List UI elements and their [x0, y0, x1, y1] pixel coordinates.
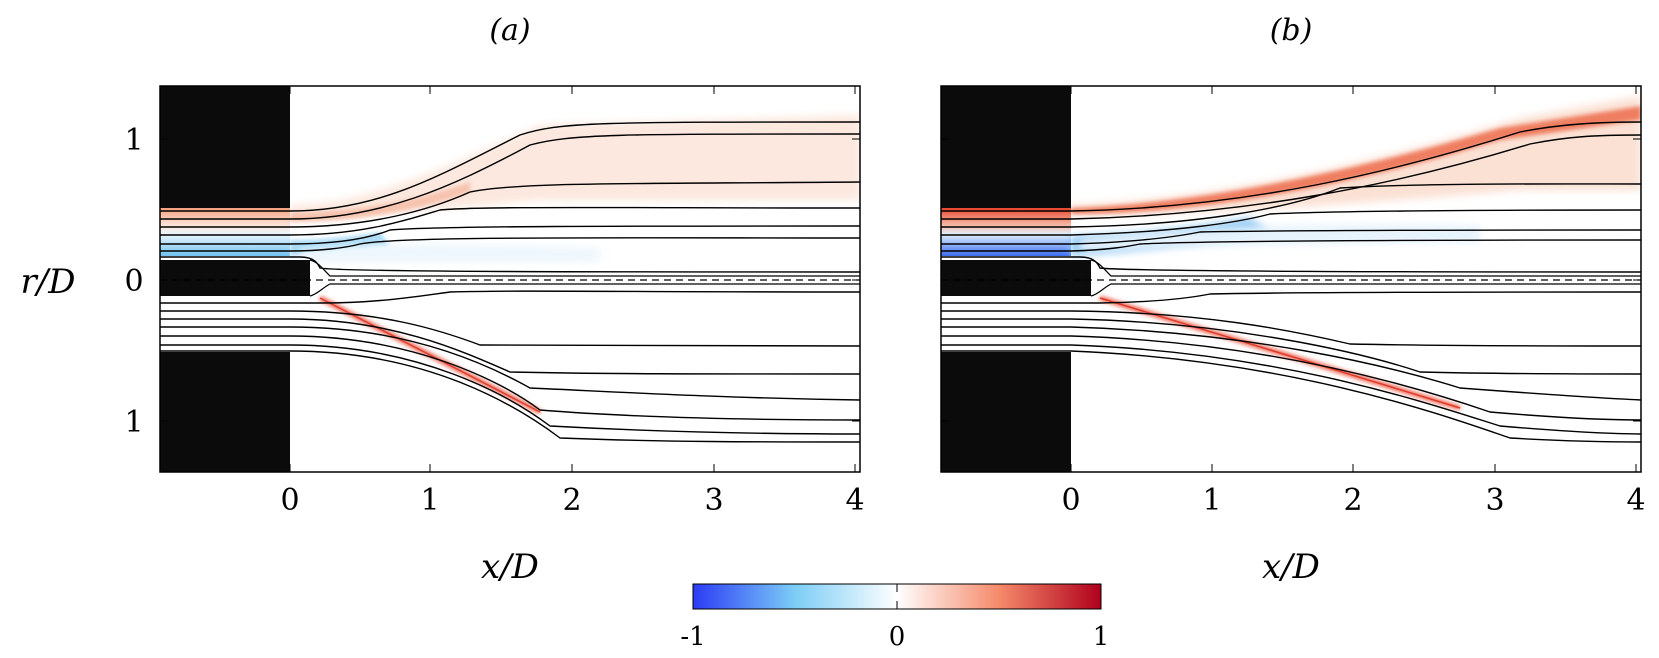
panel-b-frame	[940, 85, 1642, 473]
y-tick-label: 0	[124, 264, 143, 299]
streamlines-b-lower	[941, 291, 1641, 443]
colorbar: -1 0 1	[680, 583, 1109, 652]
colorbar-ticklabels: -1 0 1	[680, 622, 1109, 652]
x-tick-label: 3	[704, 483, 723, 518]
panel-b-xlabel: x/D	[1262, 547, 1320, 587]
panel-a-frame	[159, 85, 861, 473]
colorbar-tick-label: -1	[680, 622, 705, 652]
outer-shear-layer-a	[290, 115, 860, 215]
panel-b-label: (b)	[1270, 13, 1313, 48]
outer-shear-layer-b	[1071, 96, 1641, 215]
streamlines-a-upper	[160, 121, 860, 273]
y-tick-label: 1	[124, 123, 143, 158]
inlet-profile-b	[941, 208, 1071, 256]
panel-a-xlabel: x/D	[481, 547, 539, 587]
x-tick-label: 3	[1485, 483, 1504, 518]
nozzle-wall-upper-b	[941, 86, 1071, 208]
x-tick-label: 2	[1343, 483, 1362, 518]
x-tick-label: 1	[420, 483, 439, 518]
panel-a: (a)	[21, 13, 865, 587]
x-tick-label: 4	[845, 483, 864, 518]
centre-body-a	[160, 260, 310, 296]
panel-b-x-ticklabels: 0 1 2 3 4	[1061, 483, 1645, 518]
panel-b-field	[941, 86, 1641, 472]
centre-body-b	[941, 260, 1091, 296]
panel-a-x-ticklabels: 0 1 2 3 4	[280, 483, 864, 518]
colorbar-tick-label: 0	[889, 622, 906, 652]
x-tick-label: 1	[1202, 483, 1221, 518]
x-tick-label: 2	[562, 483, 581, 518]
panel-b: (b)	[940, 13, 1646, 587]
inlet-profile-a	[160, 208, 290, 256]
x-tick-label: 0	[280, 483, 299, 518]
colorbar-tick-label: 1	[1093, 622, 1110, 652]
nozzle-wall-lower-a	[160, 352, 290, 472]
panel-a-y-ticklabels: 1 0 1	[124, 123, 143, 440]
x-tick-label: 0	[1061, 483, 1080, 518]
panel-b-ticks	[941, 86, 1641, 472]
panel-a-field	[160, 86, 860, 472]
y-tick-label: 1	[124, 405, 143, 440]
panel-a-label: (a)	[489, 13, 530, 48]
panel-a-ticks	[160, 86, 860, 472]
x-tick-label: 4	[1626, 483, 1645, 518]
nozzle-wall-lower-b	[941, 352, 1071, 472]
panel-a-ylabel: r/D	[21, 262, 76, 302]
streamlines-b-upper	[941, 121, 1641, 273]
nozzle-wall-upper-a	[160, 86, 290, 208]
streamlines-a-lower	[160, 290, 860, 443]
